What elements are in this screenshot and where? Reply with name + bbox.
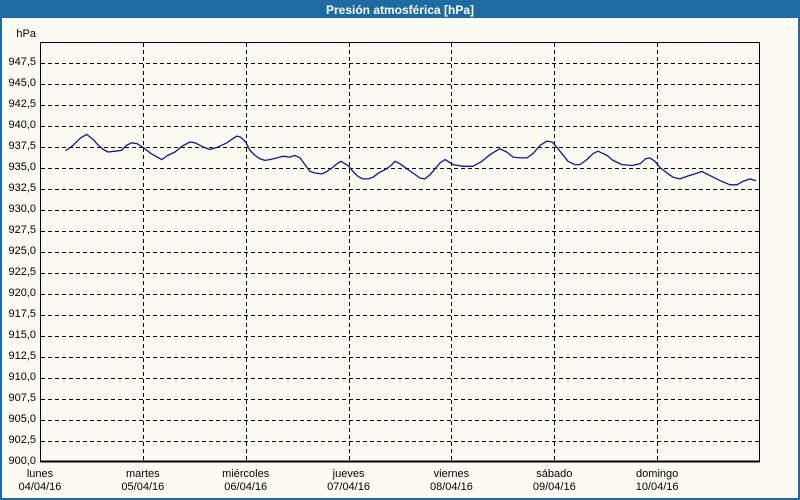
x-day-label: viernes 08/04/16 bbox=[430, 468, 473, 494]
y-tick-label: 935,0 bbox=[8, 161, 36, 173]
y-tick-label: 902,5 bbox=[8, 434, 36, 446]
weekday-label: lunes bbox=[26, 468, 54, 480]
x-day-label: sábado 09/04/16 bbox=[533, 468, 576, 494]
y-tick-label: 925,0 bbox=[8, 245, 36, 257]
y-tick-label: 917,5 bbox=[8, 308, 36, 320]
y-tick-label: 927,5 bbox=[8, 224, 36, 236]
y-tick-label: 915,0 bbox=[8, 329, 36, 341]
y-tick-label: 937,5 bbox=[8, 140, 36, 152]
y-tick-label: 900,0 bbox=[8, 455, 36, 467]
y-axis-unit-label: hPa bbox=[16, 28, 36, 40]
y-tick-label: 945,0 bbox=[8, 77, 36, 89]
weekday-label: domingo bbox=[636, 468, 679, 480]
date-label: 09/04/16 bbox=[532, 481, 576, 493]
y-tick-label: 942,5 bbox=[8, 98, 36, 110]
y-tick-label: 905,0 bbox=[8, 413, 36, 425]
y-tick-label: 930,0 bbox=[8, 203, 36, 215]
y-tick-label: 940,0 bbox=[8, 119, 36, 131]
weekday-label: martes bbox=[126, 468, 160, 480]
date-label: 06/04/16 bbox=[224, 481, 268, 493]
date-label: 08/04/16 bbox=[430, 481, 473, 493]
y-tick-label: 922,5 bbox=[8, 266, 36, 278]
weekday-label: jueves bbox=[332, 468, 365, 480]
pressure-line bbox=[65, 133, 757, 186]
y-tick-label: 912,5 bbox=[8, 350, 36, 362]
date-label: 04/04/16 bbox=[18, 481, 62, 493]
chart-title-bar: Presión atmosférica [hPa] bbox=[2, 2, 798, 18]
x-day-label: lunes 04/04/16 bbox=[19, 468, 62, 494]
date-label: 10/04/16 bbox=[635, 481, 679, 493]
y-tick-label: 932,5 bbox=[8, 182, 36, 194]
x-day-label: jueves 07/04/16 bbox=[327, 468, 370, 494]
weekday-label: miércoles bbox=[222, 468, 270, 480]
date-label: 05/04/16 bbox=[121, 481, 165, 493]
x-day-label: martes 05/04/16 bbox=[121, 468, 164, 494]
y-tick-label: 947,5 bbox=[8, 56, 36, 68]
date-label: 07/04/16 bbox=[327, 481, 370, 493]
y-tick-label: 907,5 bbox=[8, 392, 36, 404]
y-tick-label: 910,0 bbox=[8, 371, 36, 383]
weekday-label: viernes bbox=[433, 468, 470, 480]
weekday-label: sábado bbox=[536, 468, 573, 480]
x-day-label: miércoles 06/04/16 bbox=[222, 468, 269, 494]
y-tick-label: 920,0 bbox=[8, 287, 36, 299]
x-day-label: domingo 10/04/16 bbox=[636, 468, 679, 494]
chart-title: Presión atmosférica [hPa] bbox=[325, 3, 475, 17]
